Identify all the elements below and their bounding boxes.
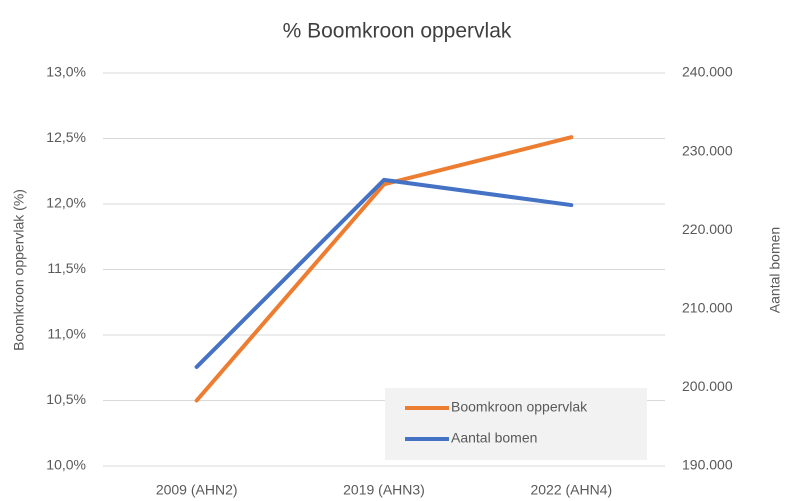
- legend-label: Boomkroon oppervlak: [451, 399, 588, 415]
- y2-tick-label: 230.000: [682, 142, 733, 158]
- legend-box: [385, 388, 647, 460]
- x-tick-label: 2009 (AHN2): [156, 482, 238, 498]
- line-series: [194, 135, 574, 403]
- y2-axis-label: Aantal bomen: [767, 227, 783, 313]
- y2-tick-label: 190.000: [682, 457, 733, 473]
- y-tick-label: 11,5%: [47, 260, 86, 276]
- y2-tick-label: 240.000: [682, 64, 733, 80]
- y-tick-label: 11,0%: [47, 326, 86, 342]
- x-tick-label: 2019 (AHN3): [343, 482, 425, 498]
- y-tick-label: 10,5%: [46, 391, 86, 407]
- x-tick-label: 2022 (AHN4): [530, 482, 612, 498]
- legend: Boomkroon oppervlak Aantal bomen: [385, 388, 647, 460]
- y-axis-label: Boomkroon oppervlak (%): [11, 189, 27, 351]
- line-series: [194, 177, 574, 369]
- chart-title: % Boomkroon oppervlak: [283, 20, 512, 43]
- y-tick-label: 13,0%: [46, 64, 86, 80]
- y2-tick-label: 220.000: [682, 221, 733, 237]
- y-tick-label: 12,5%: [46, 129, 86, 145]
- legend-label: Aantal bomen: [451, 430, 537, 446]
- y-tick-label: 12,0%: [46, 195, 86, 211]
- y2-tick-label: 210.000: [682, 300, 733, 316]
- y-tick-label: 10,0%: [46, 457, 86, 473]
- y2-tick-label: 200.000: [682, 378, 733, 394]
